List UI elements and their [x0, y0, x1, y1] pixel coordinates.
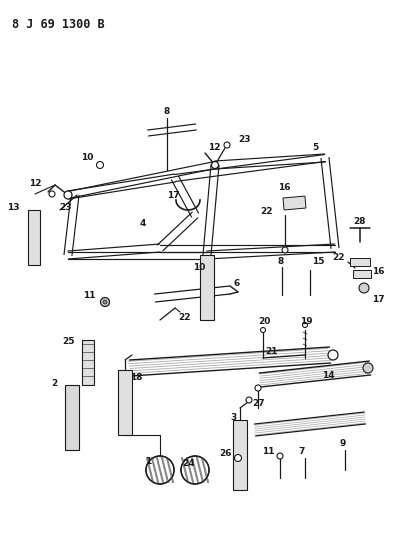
Circle shape	[363, 363, 373, 373]
Bar	[200, 255, 214, 320]
Text: 16: 16	[372, 266, 384, 276]
Text: 13: 13	[7, 204, 20, 213]
Text: 28: 28	[353, 217, 365, 227]
Circle shape	[103, 300, 107, 304]
Ellipse shape	[181, 456, 209, 484]
Circle shape	[97, 161, 103, 168]
Text: 14: 14	[322, 370, 334, 379]
Text: 17: 17	[372, 295, 385, 304]
Circle shape	[282, 247, 288, 253]
Text: 23: 23	[238, 135, 250, 144]
Bar	[233, 420, 247, 490]
Bar	[118, 370, 132, 435]
Circle shape	[64, 191, 72, 199]
Text: 24: 24	[182, 458, 195, 467]
Text: 11: 11	[263, 448, 275, 456]
Ellipse shape	[146, 456, 174, 484]
Circle shape	[246, 397, 252, 403]
Bar	[353, 270, 371, 278]
Text: 17: 17	[167, 191, 180, 200]
Text: 21: 21	[266, 348, 278, 357]
Circle shape	[49, 191, 55, 197]
Circle shape	[255, 385, 261, 391]
Text: 25: 25	[62, 337, 75, 346]
Bar	[82, 340, 94, 385]
Text: 12: 12	[208, 142, 220, 151]
Text: 6: 6	[233, 279, 239, 288]
Bar	[350, 258, 370, 266]
Text: 8: 8	[278, 257, 284, 266]
Circle shape	[359, 283, 369, 293]
Text: 4: 4	[140, 219, 146, 228]
Text: 20: 20	[258, 318, 270, 327]
Text: 8: 8	[164, 108, 170, 117]
Text: 15: 15	[312, 257, 325, 266]
Text: 8 J 69 1300 B: 8 J 69 1300 B	[12, 18, 105, 31]
Bar	[283, 196, 306, 210]
Text: 3: 3	[231, 414, 237, 423]
Circle shape	[328, 350, 338, 360]
Circle shape	[211, 161, 219, 168]
Text: 9: 9	[340, 439, 346, 448]
Text: 7: 7	[298, 448, 304, 456]
Text: 23: 23	[59, 204, 72, 213]
Circle shape	[235, 455, 242, 462]
Text: 10: 10	[193, 263, 205, 272]
Circle shape	[101, 297, 110, 306]
Bar	[28, 210, 40, 265]
Text: 18: 18	[130, 374, 143, 383]
Text: 22: 22	[178, 313, 191, 322]
Text: 2: 2	[52, 378, 58, 387]
Text: 5: 5	[312, 143, 318, 152]
Text: 12: 12	[29, 180, 42, 189]
Text: 16: 16	[278, 183, 290, 192]
Circle shape	[277, 453, 283, 459]
Text: 27: 27	[252, 399, 264, 408]
Circle shape	[261, 327, 266, 333]
Text: 1: 1	[145, 457, 151, 466]
Circle shape	[303, 322, 307, 327]
Text: 22: 22	[332, 254, 345, 262]
Text: 26: 26	[220, 448, 232, 457]
Circle shape	[224, 142, 230, 148]
Text: 11: 11	[83, 290, 96, 300]
Bar	[65, 385, 79, 450]
Text: 19: 19	[300, 318, 312, 327]
Text: 22: 22	[261, 207, 273, 216]
Text: 10: 10	[81, 154, 93, 163]
